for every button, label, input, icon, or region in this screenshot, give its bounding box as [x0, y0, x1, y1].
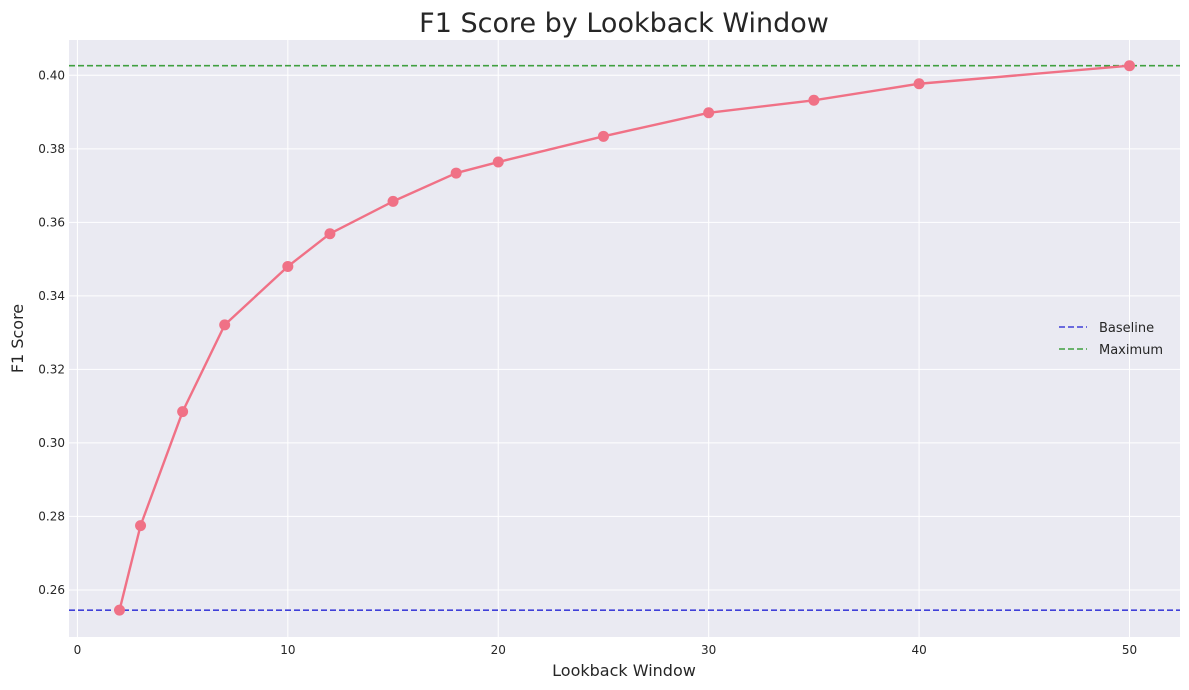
- data-point: [913, 78, 925, 90]
- y-tick-label: 0.30: [38, 436, 65, 450]
- y-tick-label: 0.26: [38, 583, 65, 597]
- y-tick-labels: 0.26 0.28 0.30 0.32 0.34 0.36 0.38 0.40: [38, 68, 65, 597]
- x-tick-label: 30: [701, 643, 716, 657]
- x-tick-labels: 0 10 20 30 40 50: [74, 643, 1138, 657]
- series-line: [118, 64, 1130, 611]
- y-axis-label: F1 Score: [8, 304, 27, 373]
- y-tick-label: 0.34: [38, 289, 65, 303]
- data-point: [1124, 60, 1135, 72]
- data-point: [177, 406, 189, 418]
- legend-label-baseline: Baseline: [1099, 321, 1154, 336]
- y-tick-label: 0.38: [38, 142, 65, 156]
- chart-title: F1 Score by Lookback Window: [419, 8, 829, 39]
- x-tick-label: 10: [280, 643, 295, 657]
- data-point: [450, 167, 462, 179]
- y-tick-label: 0.32: [38, 362, 65, 376]
- data-point: [219, 319, 231, 331]
- data-point: [703, 107, 715, 119]
- x-tick-label: 0: [74, 643, 82, 657]
- reference-lines: [69, 64, 1180, 611]
- plot-area: [69, 40, 1180, 637]
- data-point: [282, 260, 294, 272]
- y-tick-label: 0.36: [38, 215, 65, 229]
- data-point: [597, 130, 609, 142]
- x-tick-label: 20: [491, 643, 506, 657]
- data-point: [114, 604, 125, 616]
- x-tick-label: 50: [1122, 643, 1137, 657]
- legend: Baseline Maximum: [1059, 321, 1163, 358]
- data-point: [135, 520, 147, 532]
- data-point: [387, 195, 399, 207]
- y-tick-label: 0.40: [38, 68, 65, 82]
- data-point: [324, 228, 336, 240]
- data-series: [114, 60, 1135, 616]
- x-tick-label: 40: [911, 643, 926, 657]
- grid-lines: [69, 40, 1180, 637]
- data-point: [492, 156, 504, 168]
- x-axis-label: Lookback Window: [552, 661, 696, 680]
- data-point: [808, 94, 820, 106]
- legend-label-maximum: Maximum: [1099, 343, 1163, 358]
- y-tick-label: 0.28: [38, 509, 65, 523]
